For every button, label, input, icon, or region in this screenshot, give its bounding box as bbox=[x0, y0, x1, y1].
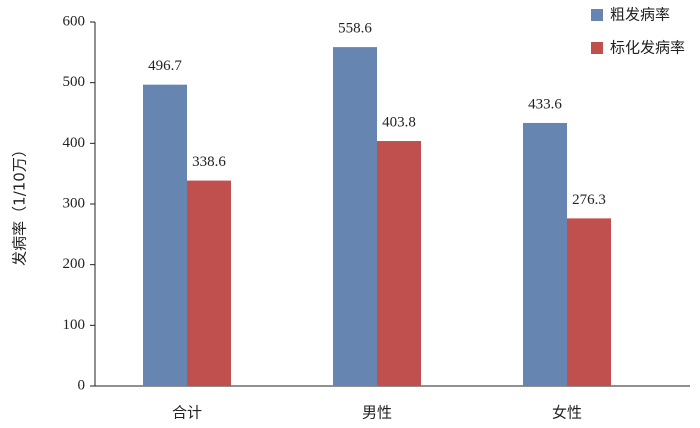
data-label: 403.8 bbox=[382, 114, 416, 130]
y-tick-label: 500 bbox=[63, 74, 86, 90]
data-label: 338.6 bbox=[192, 154, 226, 170]
data-label: 433.6 bbox=[528, 96, 562, 112]
y-tick-label: 400 bbox=[63, 135, 86, 151]
x-tick-label: 合计 bbox=[172, 404, 202, 422]
data-label: 496.7 bbox=[148, 58, 182, 74]
bar bbox=[143, 84, 187, 386]
bar bbox=[523, 122, 567, 386]
y-tick-label: 100 bbox=[63, 317, 86, 333]
y-axis-label: 发病率（1/10万） bbox=[11, 142, 29, 266]
y-tick-label: 300 bbox=[63, 195, 86, 211]
legend-label: 粗发病率 bbox=[610, 6, 670, 24]
x-tick-label: 男性 bbox=[362, 404, 392, 422]
y-tick-label: 200 bbox=[63, 256, 86, 272]
y-tick-label: 0 bbox=[78, 377, 86, 393]
legend-swatch bbox=[591, 9, 603, 21]
data-label: 276.3 bbox=[572, 192, 606, 208]
data-label: 558.6 bbox=[338, 21, 372, 37]
bar bbox=[187, 180, 231, 386]
bar bbox=[333, 47, 377, 387]
legend-label: 标化发病率 bbox=[610, 39, 685, 57]
legend-swatch bbox=[591, 42, 603, 54]
x-tick-label: 女性 bbox=[552, 404, 582, 422]
bar bbox=[567, 218, 611, 386]
bar bbox=[377, 141, 421, 386]
y-tick-label: 600 bbox=[63, 13, 86, 29]
